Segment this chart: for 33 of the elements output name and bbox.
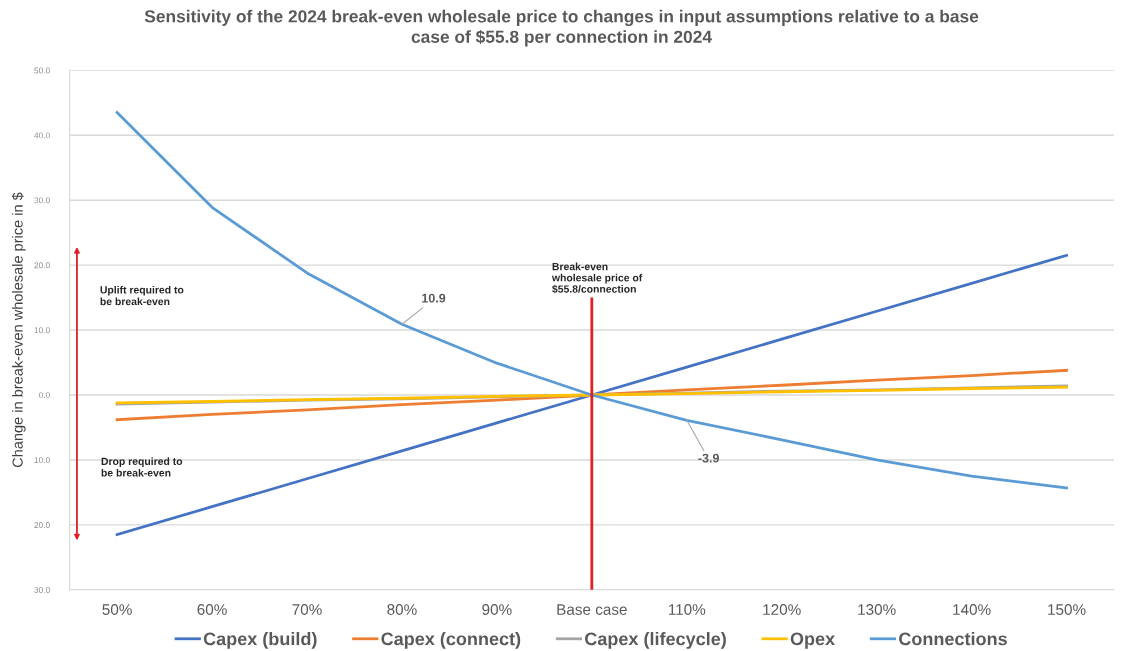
x-tick-label: 80% xyxy=(387,604,417,615)
x-tick-label: 90% xyxy=(482,604,512,615)
annotation: Drop required to be break-even xyxy=(101,457,183,477)
line-series xyxy=(115,368,1068,422)
y-tick-label: 20.0 xyxy=(34,262,50,269)
x-tick-label: 140% xyxy=(953,604,991,615)
x-tick-label: 130% xyxy=(858,604,896,615)
y-tick-label: 50.0 xyxy=(34,67,50,74)
x-tick-label: 110% xyxy=(668,604,706,615)
x-tick-label: 70% xyxy=(292,604,322,615)
legend-label: Capex (lifecycle) xyxy=(585,632,726,649)
legend-label: Capex (connect) xyxy=(381,632,521,649)
x-tick-label: 50% xyxy=(102,604,132,615)
y-tick-label: 0.0 xyxy=(38,392,50,399)
legend-label: Connections xyxy=(899,632,1007,646)
x-tick-label: 150% xyxy=(1048,604,1086,615)
legend-label: Opex xyxy=(790,632,835,649)
x-tick-label: Base case xyxy=(557,604,627,615)
annotation: Uplift required to be break-even xyxy=(100,285,184,306)
annotation: 10.9 xyxy=(422,293,446,303)
y-tick-label: 30.0 xyxy=(34,587,50,593)
y-tick-label: 10.0 xyxy=(34,327,50,334)
y-axis-title: Change in break-even wholesale price in $ xyxy=(11,192,26,468)
y-tick-label: 10.0 xyxy=(34,457,50,464)
annotation: -3.9 xyxy=(698,453,719,463)
y-tick-label: 20.0 xyxy=(34,522,50,528)
legend-label: Capex (build) xyxy=(203,632,317,649)
x-tick-label: 60% xyxy=(197,604,227,615)
y-tick-label: 40.0 xyxy=(34,132,50,139)
chart-title: Sensitivity of the 2024 break-even wholesale price to changes in input assumptions relative to a base case of $55.8 per connection in 2024 xyxy=(144,9,979,47)
y-tick-label: 30.0 xyxy=(34,197,50,204)
x-tick-label: 120% xyxy=(763,604,801,615)
ref-line-label: Break-even wholesale price of $55.8/connection xyxy=(551,262,643,294)
